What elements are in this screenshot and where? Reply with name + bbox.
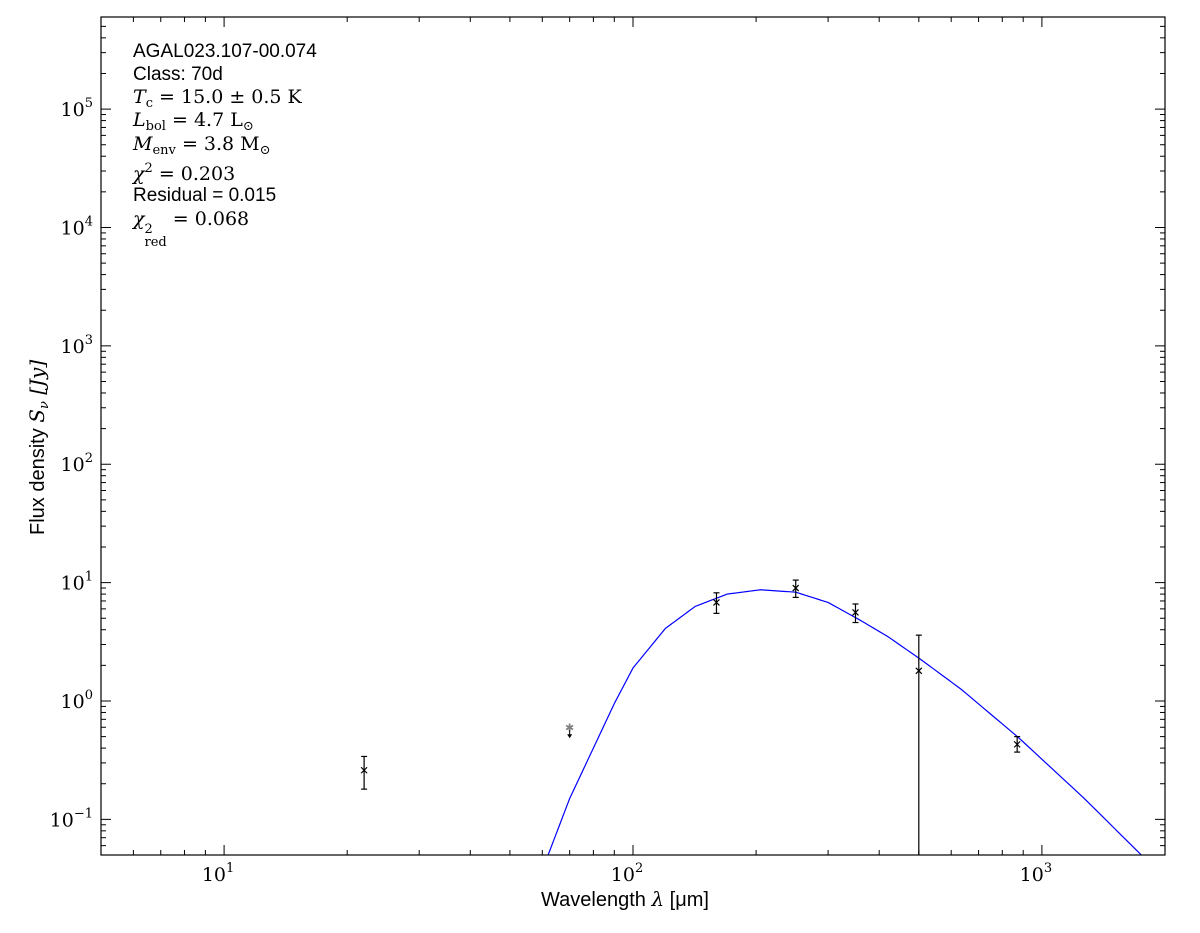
x-tick-label: 102 — [611, 861, 643, 886]
x-tick-label: 101 — [202, 861, 234, 886]
y-tick-exponent: 4 — [85, 214, 93, 229]
data-point — [852, 603, 859, 624]
x-marker — [915, 667, 923, 675]
s-symbol: S — [25, 409, 49, 423]
x-marker — [1013, 740, 1021, 748]
plot-frame — [100, 16, 1166, 856]
y-tick-label: 103 — [61, 333, 93, 358]
y-tick-base: 10 — [61, 99, 85, 121]
lbol-symbol: L — [133, 109, 146, 131]
class-label: Class: 70d — [133, 64, 223, 85]
y-tick-base: 10 — [61, 217, 85, 239]
y-tick-exponent: 2 — [85, 451, 93, 466]
y-tick-exponent: −1 — [74, 806, 93, 821]
data-point — [360, 755, 368, 790]
y-tick-label: 10−1 — [50, 806, 93, 831]
y-tick-exponent: 0 — [85, 688, 93, 703]
source-name: AGAL023.107-00.074 — [133, 41, 317, 62]
star-marker: ✱ — [565, 721, 574, 734]
chi2red-sup: 2 — [144, 222, 153, 237]
x-axis-label: Wavelength λ [μm] — [541, 887, 709, 912]
y-axis-text: Flux density — [27, 422, 49, 535]
menv-sub: env — [152, 143, 176, 158]
y-tick-exponent: 3 — [85, 333, 93, 348]
lbol-annotation: Lbol = 4.7 L⊙ — [133, 109, 254, 134]
x-tick-label: 103 — [1020, 861, 1052, 886]
x-marker — [360, 766, 368, 774]
x-axis-text: Wavelength — [541, 889, 652, 911]
chi2-value: = 0.203 — [158, 163, 236, 185]
x-tick-exponent: 3 — [1044, 861, 1052, 876]
residual-label: Residual = 0.015 — [133, 185, 277, 206]
y-tick-label: 101 — [61, 570, 93, 595]
tc-annotation: Tc = 15.0 ± 0.5 K — [133, 86, 302, 111]
x-tick-exponent: 1 — [226, 861, 234, 876]
y-tick-label: 102 — [61, 451, 93, 476]
lambda-symbol: λ — [651, 887, 665, 911]
x-marker — [792, 584, 800, 592]
upper-limit-arrow-head — [567, 734, 573, 739]
x-marker — [713, 599, 720, 606]
y-tick-exponent: 1 — [85, 570, 93, 585]
x-axis-unit: [μm] — [664, 889, 709, 911]
y-tick-exponent: 5 — [85, 96, 93, 111]
y-tick-label: 100 — [61, 688, 93, 713]
menv-value: = 3.8 M — [181, 133, 260, 155]
tc-sub: c — [145, 96, 153, 111]
upper-limit-point: ✱ — [565, 721, 574, 739]
y-axis-unit: [Jy] — [25, 359, 49, 402]
x-tick-exponent: 2 — [635, 861, 643, 876]
y-tick-label: 104 — [61, 214, 93, 239]
y-tick-base: 10 — [61, 454, 85, 476]
sun-symbol: ⊙ — [242, 119, 254, 134]
chi2-annotation: χ2 = 0.203 — [133, 162, 235, 184]
y-tick-base: 10 — [61, 691, 85, 713]
data-point — [1013, 736, 1021, 753]
model-curve — [547, 589, 1142, 855]
tc-symbol: T — [133, 86, 146, 108]
y-tick-base: 10 — [61, 573, 85, 595]
data-point — [915, 634, 923, 855]
chi-symbol: χ — [133, 208, 145, 230]
y-tick-label: 105 — [61, 96, 93, 121]
chi2red-value: = 0.068 — [172, 208, 250, 230]
data-point — [792, 579, 800, 599]
nu-sub: ν — [37, 401, 52, 410]
chi2red-sub: red — [144, 235, 167, 250]
chi2red-scripts: 2 red — [145, 223, 167, 249]
menv-annotation: Menv = 3.8 M⊙ — [133, 133, 271, 158]
chi-sup: 2 — [144, 161, 153, 176]
data-point — [713, 592, 720, 614]
y-tick-base: 10 — [50, 809, 74, 831]
x-marker — [852, 608, 859, 616]
y-axis-label: Flux density Sν [Jy] — [25, 360, 52, 535]
chi2red-annotation: χ 2 red = 0.068 — [133, 208, 250, 250]
lbol-value: = 4.7 L — [171, 109, 243, 131]
y-tick-base: 10 — [61, 336, 85, 358]
lbol-sub: bol — [145, 119, 166, 134]
tc-value: = 15.0 ± 0.5 K — [159, 86, 302, 108]
chi-symbol: χ — [133, 163, 145, 185]
menv-symbol: M — [133, 133, 153, 155]
sun-symbol: ⊙ — [259, 143, 271, 158]
